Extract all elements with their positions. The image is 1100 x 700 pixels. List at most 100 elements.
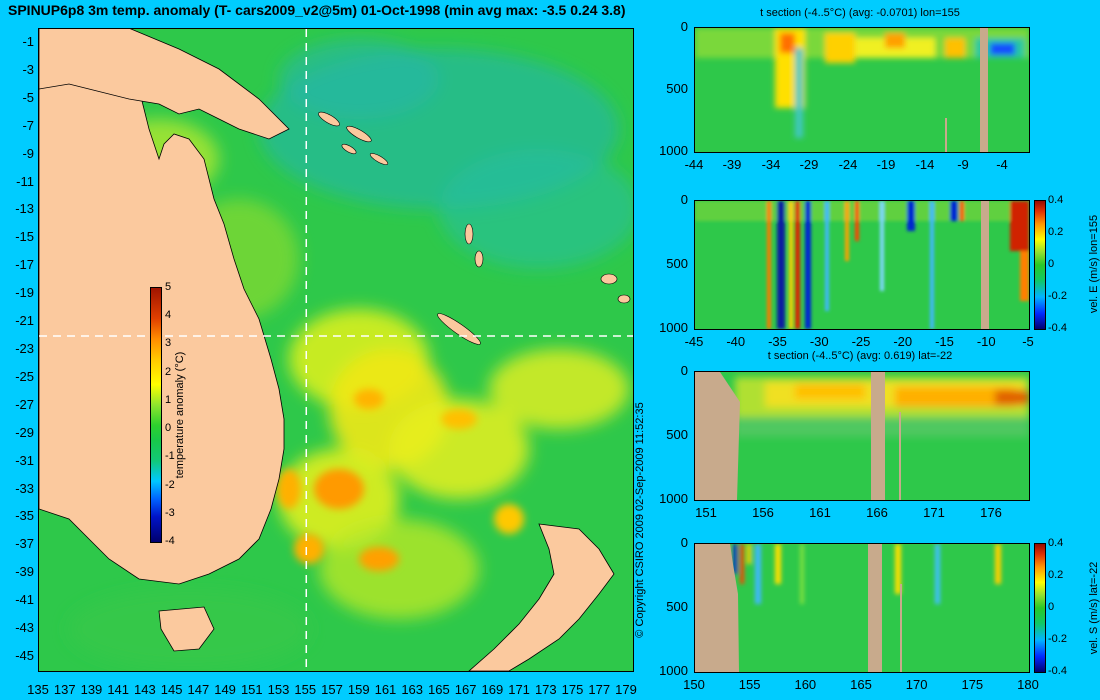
p4-colorbar-tick: 0 <box>1048 601 1055 613</box>
p1-depth-tick: 500 <box>666 81 688 96</box>
lon-tick-label: 161 <box>374 682 397 697</box>
p4-x-tick: 155 <box>738 677 761 692</box>
lat-tick-label: -41 <box>15 592 34 608</box>
p4-x-tick: 150 <box>683 677 705 692</box>
panel1-svg <box>695 28 1029 152</box>
lat-tick-label: -31 <box>15 452 34 468</box>
p4-x-tick: 165 <box>850 677 872 692</box>
p2-x-tick: -25 <box>851 334 871 349</box>
panel2-velocity-east-section[interactable] <box>694 200 1030 330</box>
lon-tick-label: 165 <box>428 682 450 697</box>
panel2-svg <box>695 201 1029 329</box>
lon-tick-label: 159 <box>347 682 370 697</box>
p2-colorbar-tick: -0.2 <box>1048 290 1067 302</box>
p4-colorbar-tick: -0.4 <box>1048 665 1067 677</box>
p1-depth-tick: 1000 <box>659 143 688 158</box>
colorbar-tick-label: -3 <box>165 506 175 519</box>
lon-tick-label: 149 <box>214 682 236 697</box>
lon-tick-label: 177 <box>588 682 611 697</box>
lon-tick-label: 157 <box>321 682 343 697</box>
p2-x-tick: -35 <box>768 334 787 349</box>
panel3-title: t section (-4..5°C) (avg: 0.619) lat=-22 <box>767 350 953 362</box>
lat-tick-label: -21 <box>15 313 34 329</box>
p3-x-tick: 166 <box>866 505 888 520</box>
p4-colorbar-tick: 0.4 <box>1048 537 1064 549</box>
pacific-islands <box>318 111 631 345</box>
p2-x-tick: -5 <box>1022 334 1034 349</box>
p1-x-tick: -29 <box>799 157 819 172</box>
lat-tick-label: -39 <box>15 564 34 580</box>
p1-x-tick: -19 <box>876 157 896 172</box>
lat-tick-label: -9 <box>22 145 34 161</box>
lat-tick-label: -19 <box>15 285 34 301</box>
p2-x-tick: -15 <box>935 334 954 349</box>
colorbar-tick-label: 5 <box>165 281 172 293</box>
lon-tick-label: 151 <box>240 682 263 697</box>
temperature-anomaly-map[interactable] <box>38 28 634 672</box>
anomaly-blobs <box>69 39 633 669</box>
page-title: SPINUP6p8 3m temp. anomaly (T- cars2009_… <box>8 2 626 18</box>
copyright-text: © Copyright CSIRO 2009 02-Sep-2009 11:52… <box>634 402 646 638</box>
panel2-colorbar <box>1034 200 1046 330</box>
p2-colorbar-tick: 0.4 <box>1048 194 1064 206</box>
colorbar-tick-label: 3 <box>165 337 172 350</box>
warm-eddies <box>277 389 524 571</box>
p2-colorbar-tick: -0.4 <box>1048 322 1067 334</box>
lon-tick-label: 147 <box>187 682 210 697</box>
lon-tick-label: 169 <box>481 682 504 697</box>
p1-depth-tick: 0 <box>680 19 688 34</box>
p3-x-tick: 156 <box>752 505 774 520</box>
p4-depth-tick: 500 <box>666 599 688 614</box>
lon-tick-label: 155 <box>294 682 317 697</box>
p4-x-tick: 180 <box>1017 677 1039 692</box>
p1-x-tick: -4 <box>996 157 1008 172</box>
lat-tick-label: -29 <box>15 424 34 440</box>
colorbar-tick-label: 0 <box>165 422 172 435</box>
map-svg <box>39 29 633 671</box>
temperature-colorbar <box>150 287 162 543</box>
lon-tick-label: 175 <box>561 682 584 697</box>
lat-tick-label: -15 <box>15 229 34 245</box>
colorbar-tick-label: -1 <box>165 450 175 463</box>
temperature-colorbar-label: temperature anomaly (°C) <box>174 351 186 479</box>
p2-x-tick: -30 <box>809 334 829 349</box>
p3-depth-tick: 0 <box>680 363 688 378</box>
p2-x-tick: -20 <box>893 334 913 349</box>
panel4-velocity-south-section[interactable] <box>694 543 1030 673</box>
lat-tick-label: -35 <box>15 508 34 524</box>
colorbar-tick-label: 2 <box>165 365 172 378</box>
lon-tick-label: 139 <box>80 682 103 697</box>
lon-tick-label: 143 <box>134 682 156 697</box>
p1-x-tick: -44 <box>684 157 704 172</box>
p3-x-tick: 171 <box>923 505 945 520</box>
panel4-colorbar-label: vel. S (m/s) lat=-22 <box>1088 561 1100 655</box>
p4-x-tick: 170 <box>905 677 928 692</box>
lat-tick-label: -45 <box>15 648 34 663</box>
lat-tick-label: -43 <box>15 620 34 636</box>
panel3-temperature-section-lat[interactable] <box>694 371 1030 501</box>
colorbar-tick-label: 4 <box>165 309 172 322</box>
lon-tick-label: 153 <box>267 682 290 697</box>
p2-depth-tick: 500 <box>666 256 688 271</box>
lat-tick-label: -33 <box>15 480 34 496</box>
p4-colorbar-tick: -0.2 <box>1048 633 1067 645</box>
p1-x-tick: -9 <box>957 157 969 172</box>
p2-depth-tick: 0 <box>680 192 688 207</box>
lon-tick-label: 167 <box>454 682 477 697</box>
new-guinea-land <box>39 29 290 140</box>
lon-tick-label: 141 <box>107 682 130 697</box>
p2-depth-tick: 1000 <box>659 320 688 335</box>
panel1-temperature-section-lon[interactable] <box>694 27 1030 153</box>
p4-colorbar-tick: 0.2 <box>1048 569 1064 581</box>
lat-tick-label: -7 <box>22 117 34 133</box>
lon-tick-label: 171 <box>508 682 530 697</box>
p2-x-tick: -40 <box>726 334 746 349</box>
tasmania-land <box>158 606 215 652</box>
colorbar-tick-label: 1 <box>165 393 172 406</box>
p2-x-tick: -45 <box>684 334 704 349</box>
lon-tick-label: 173 <box>534 682 557 697</box>
panel4-svg <box>695 544 1001 672</box>
p4-x-tick: 175 <box>961 677 984 692</box>
p1-x-tick: -24 <box>838 157 858 172</box>
p3-depth-tick: 1000 <box>659 491 688 506</box>
